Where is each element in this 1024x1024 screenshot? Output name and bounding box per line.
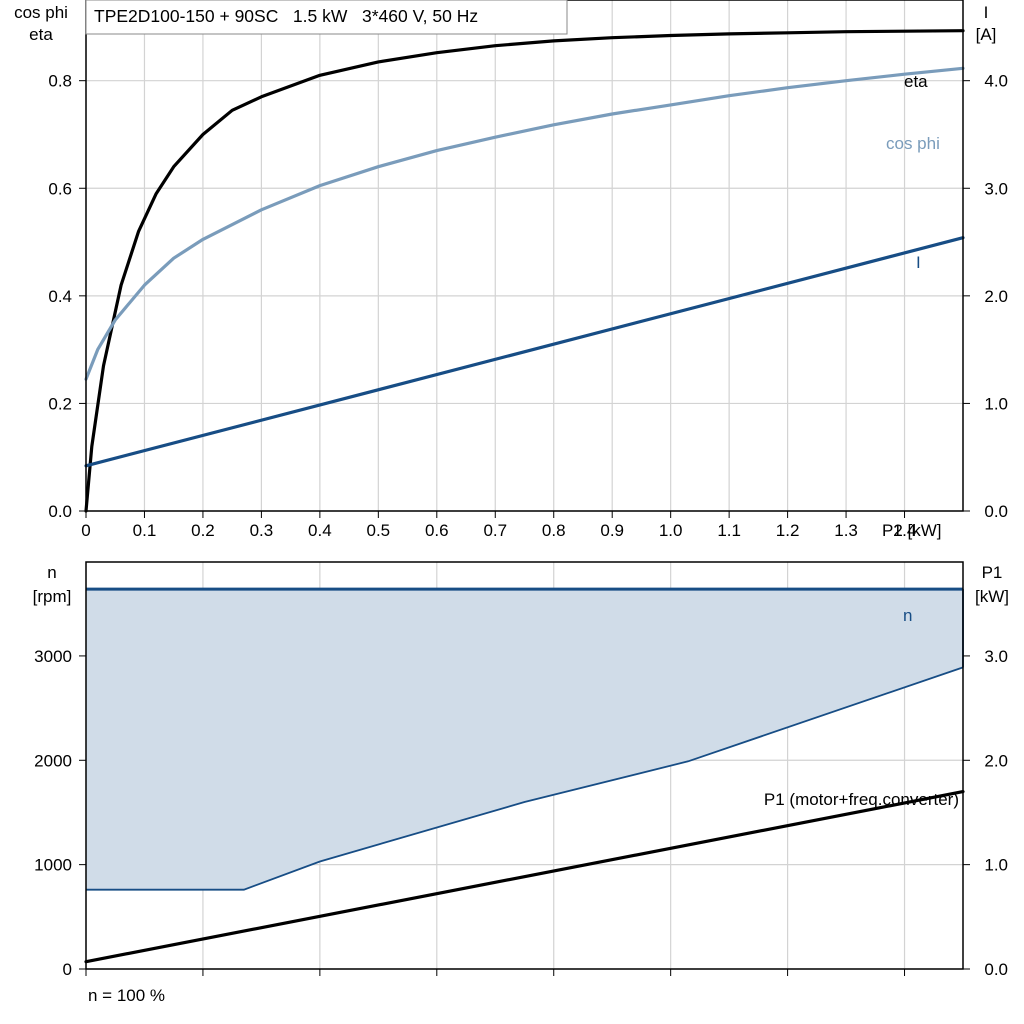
x-tick-label: 0.9 bbox=[600, 521, 624, 540]
x-tick-label: 0.7 bbox=[483, 521, 507, 540]
top-left-axis-label-1: cos phi bbox=[14, 3, 68, 22]
x-tick-label: 0.6 bbox=[425, 521, 449, 540]
chart-title: TPE2D100-150 + 90SC 1.5 kW 3*460 V, 50 H… bbox=[94, 6, 478, 26]
bottom-plot-frame bbox=[85, 561, 964, 970]
left-tick-label: 3000 bbox=[34, 647, 72, 666]
left-tick-label: 0 bbox=[63, 960, 72, 979]
x-tick-label: 0.1 bbox=[133, 521, 157, 540]
series-label-p1: P1 (motor+freq.converter) bbox=[764, 790, 959, 809]
right-tick-label: 2.0 bbox=[984, 751, 1008, 770]
right-tick-label: 2.0 bbox=[984, 287, 1008, 306]
x-tick-label: 1.3 bbox=[834, 521, 858, 540]
left-tick-label: 2000 bbox=[34, 751, 72, 770]
top-right-axis-label-2: [A] bbox=[976, 25, 997, 44]
bottom-ticks: 0 1000 2000 3000 0.0 1.0 2.0 3.0 bbox=[34, 647, 1008, 979]
top-x-axis-label: P2 [kW] bbox=[882, 521, 942, 540]
right-tick-label: 1.0 bbox=[984, 856, 1008, 875]
p1-line bbox=[84, 789, 965, 964]
right-tick-label: 4.0 bbox=[984, 72, 1008, 91]
left-tick-label: 0.8 bbox=[48, 72, 72, 91]
cos-phi-curve bbox=[84, 66, 965, 381]
left-tick-label: 0.6 bbox=[48, 179, 72, 198]
top-series bbox=[84, 29, 965, 513]
x-tick-label: 0 bbox=[81, 521, 90, 540]
right-tick-label: 3.0 bbox=[984, 179, 1008, 198]
min-speed-line bbox=[86, 666, 964, 891]
chart-title-box bbox=[85, 0, 568, 35]
top-ticks: 0 0.1 0.2 0.3 0.4 0.5 0.6 0.7 0.8 0.9 1.0 1.1 1.2 1.3… bbox=[48, 72, 1008, 540]
top-grid bbox=[85, 0, 963, 512]
series-label-cos-phi: cos phi bbox=[886, 134, 940, 153]
x-tick-label: 0.3 bbox=[250, 521, 274, 540]
left-tick-label: 1000 bbox=[34, 856, 72, 875]
footer-note: n = 100 % bbox=[88, 986, 165, 1005]
left-tick-label: 0.2 bbox=[48, 394, 72, 413]
x-tick-label: 0.2 bbox=[191, 521, 215, 540]
bottom-right-axis-label-2: [kW] bbox=[975, 587, 1009, 606]
x-tick-label: 0.8 bbox=[542, 521, 566, 540]
bottom-left-axis-label-1: n bbox=[47, 563, 56, 582]
eta-curve bbox=[84, 29, 965, 513]
left-tick-label: 0.0 bbox=[48, 502, 72, 521]
right-tick-label: 0.0 bbox=[984, 502, 1008, 521]
x-tick-label: 1.2 bbox=[776, 521, 800, 540]
x-tick-label: 1.4 bbox=[893, 521, 917, 540]
right-tick-label: 1.0 bbox=[984, 394, 1008, 413]
bottom-right-axis-label-1: P1 bbox=[982, 563, 1003, 582]
left-tick-label: 0.4 bbox=[48, 287, 72, 306]
right-tick-label: 0.0 bbox=[984, 960, 1008, 979]
speed-operating-area bbox=[86, 589, 963, 890]
x-tick-label: 1.1 bbox=[717, 521, 741, 540]
series-label-speed: n bbox=[903, 606, 912, 625]
bottom-series bbox=[84, 587, 965, 964]
top-panel: 0 0.1 0.2 0.3 0.4 0.5 0.6 0.7 0.8 0.9 1.0 1.1 1.2 1.3… bbox=[14, 0, 1008, 540]
x-tick-label: 0.4 bbox=[308, 521, 332, 540]
top-right-axis-label-1: I bbox=[984, 3, 989, 22]
top-plot-frame bbox=[85, 0, 964, 512]
series-label-eta: eta bbox=[904, 72, 928, 91]
current-line bbox=[84, 236, 965, 468]
bottom-left-axis-label-2: [rpm] bbox=[33, 587, 72, 606]
bottom-panel: 0 1000 2000 3000 0.0 1.0 2.0 3.0 n [rpm] P1 [kW… bbox=[33, 561, 1009, 1005]
series-label-current: I bbox=[916, 253, 921, 272]
top-left-axis-label-2: eta bbox=[29, 25, 53, 44]
x-tick-label: 1.0 bbox=[659, 521, 683, 540]
x-tick-label: 0.5 bbox=[367, 521, 391, 540]
right-tick-label: 3.0 bbox=[984, 647, 1008, 666]
